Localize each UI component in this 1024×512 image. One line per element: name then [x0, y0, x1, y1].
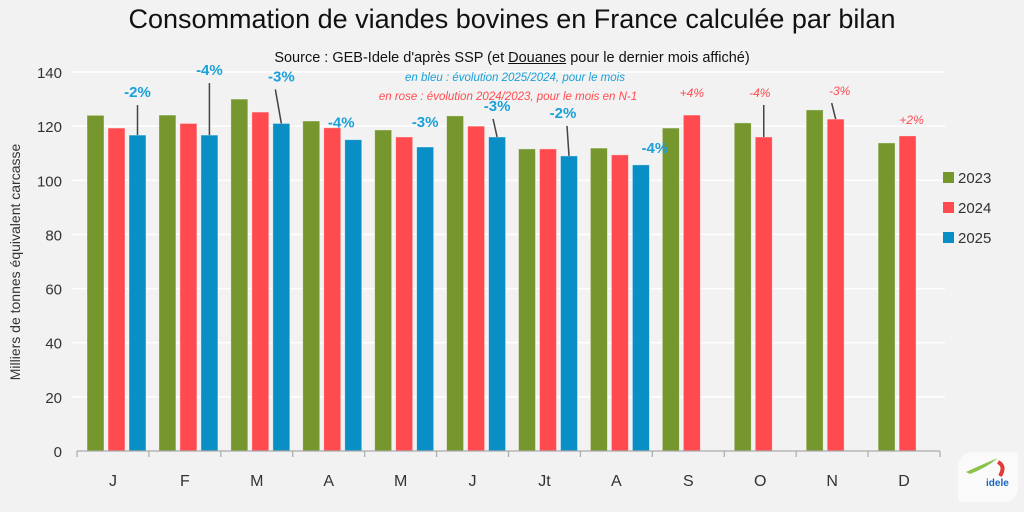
annotation-label: -3% [412, 114, 439, 131]
y-tick-label: 40 [45, 336, 62, 353]
bar-2025 [488, 136, 506, 452]
annotation-label: +4% [680, 86, 705, 100]
legend-label-2023: 2023 [958, 170, 991, 187]
annotation-label: -3% [268, 68, 295, 85]
annotation-leader [492, 118, 498, 138]
bar-2024 [898, 135, 917, 452]
annotation-label: -4% [328, 115, 355, 132]
bar-2025 [272, 123, 291, 452]
bar-2023 [302, 120, 321, 452]
y-tick-label: 20 [45, 390, 62, 407]
bar-2025 [200, 134, 219, 452]
bar-2025 [632, 164, 650, 452]
x-tick-label: J [109, 473, 117, 490]
x-tick-label: O [754, 473, 766, 490]
x-tick-label: M [394, 473, 407, 490]
note-blue: en bleu : évolution 2025/2024, pour le m… [405, 72, 625, 84]
bar-2024 [395, 136, 414, 452]
bar-2024 [179, 123, 198, 452]
annotation-label: -4% [196, 62, 223, 79]
subtitle-underlined: Douanes [508, 50, 567, 66]
legend-label-2025: 2025 [958, 230, 991, 247]
bar-2025 [560, 155, 578, 452]
y-tick-label: 0 [54, 444, 62, 461]
x-tick-label: A [323, 473, 334, 490]
idele-logo: idele [958, 452, 1018, 502]
legend-swatch-2023 [943, 172, 954, 183]
logo-label: idele [986, 478, 1009, 489]
bar-2023 [877, 142, 896, 452]
bar-2024 [323, 127, 342, 452]
y-tick-label: 140 [37, 65, 62, 82]
x-tick-label: D [898, 473, 910, 490]
note-pink: en rose : évolution 2024/2023, pour le m… [379, 91, 637, 103]
annotation-label: +2% [899, 113, 924, 127]
chart-subtitle: Source : GEB-Idele d'après SSP (et Douan… [0, 50, 1024, 66]
x-tick-label: A [611, 473, 622, 490]
bar-2024 [539, 148, 557, 452]
x-tick-label: M [250, 473, 263, 490]
y-tick-label: 60 [45, 282, 62, 299]
annotation-leader [274, 89, 283, 124]
legend-swatch-2024 [943, 202, 954, 213]
subtitle-suffix: pour le dernier mois affiché) [566, 50, 750, 66]
bar-2024 [826, 118, 845, 452]
x-tick-label: F [180, 473, 190, 490]
bar-2024 [754, 136, 773, 452]
bar-2023 [374, 129, 393, 452]
bars [86, 98, 917, 452]
annotation-leader [830, 102, 837, 120]
bar-2024 [467, 125, 485, 452]
annotation-leader [566, 125, 570, 156]
annotation-label: -4% [642, 140, 669, 157]
legend: 2023 2024 2025 [943, 170, 991, 247]
annotation-label: -2% [550, 105, 577, 122]
annotation-label: -3% [484, 98, 511, 115]
annotations: -2% -4% -3% -4% -3% -3% -2% -4% +4% -4% -3% +2% [124, 62, 924, 157]
bar-2023 [661, 127, 680, 452]
x-axis: J F M A M J Jt A S O N D [76, 450, 941, 490]
legend-swatch-2025 [943, 232, 954, 243]
y-axis-ticks: 0 20 40 60 80 100 120 140 [37, 65, 62, 461]
bar-2023 [805, 109, 824, 452]
x-tick-label: S [683, 473, 694, 490]
bar-2023 [86, 114, 105, 452]
x-tick-label: J [469, 473, 477, 490]
annotation-label: -2% [124, 84, 151, 101]
chart-title: Consommation de viandes bovines en Franc… [128, 4, 896, 34]
bar-2023 [518, 148, 536, 452]
annotation-label: -3% [829, 84, 851, 98]
y-tick-label: 120 [37, 119, 62, 136]
bar-2025 [344, 139, 363, 452]
bar-2024 [107, 127, 126, 452]
bar-2023 [446, 115, 464, 452]
subtitle-prefix: Source : GEB-Idele d'après SSP (et [274, 50, 509, 66]
y-tick-label: 100 [37, 173, 62, 190]
bar-2024 [251, 111, 270, 452]
bar-2024 [611, 154, 629, 452]
bar-2023 [733, 122, 752, 452]
legend-label-2024: 2024 [958, 200, 991, 217]
annotation-label: -4% [749, 86, 771, 100]
x-tick-label: Jt [538, 473, 551, 490]
y-axis-label: Milliers de tonnes équivalent carcasse [7, 144, 23, 381]
bar-2023 [230, 98, 249, 452]
y-tick-label: 80 [45, 227, 62, 244]
bar-2023 [158, 114, 177, 452]
bar-2025 [416, 146, 435, 452]
bar-2024 [682, 114, 701, 452]
bar-2023 [590, 147, 608, 452]
logo-icon: idele [966, 458, 1009, 489]
bar-2025 [128, 134, 147, 452]
x-tick-label: N [826, 473, 838, 490]
